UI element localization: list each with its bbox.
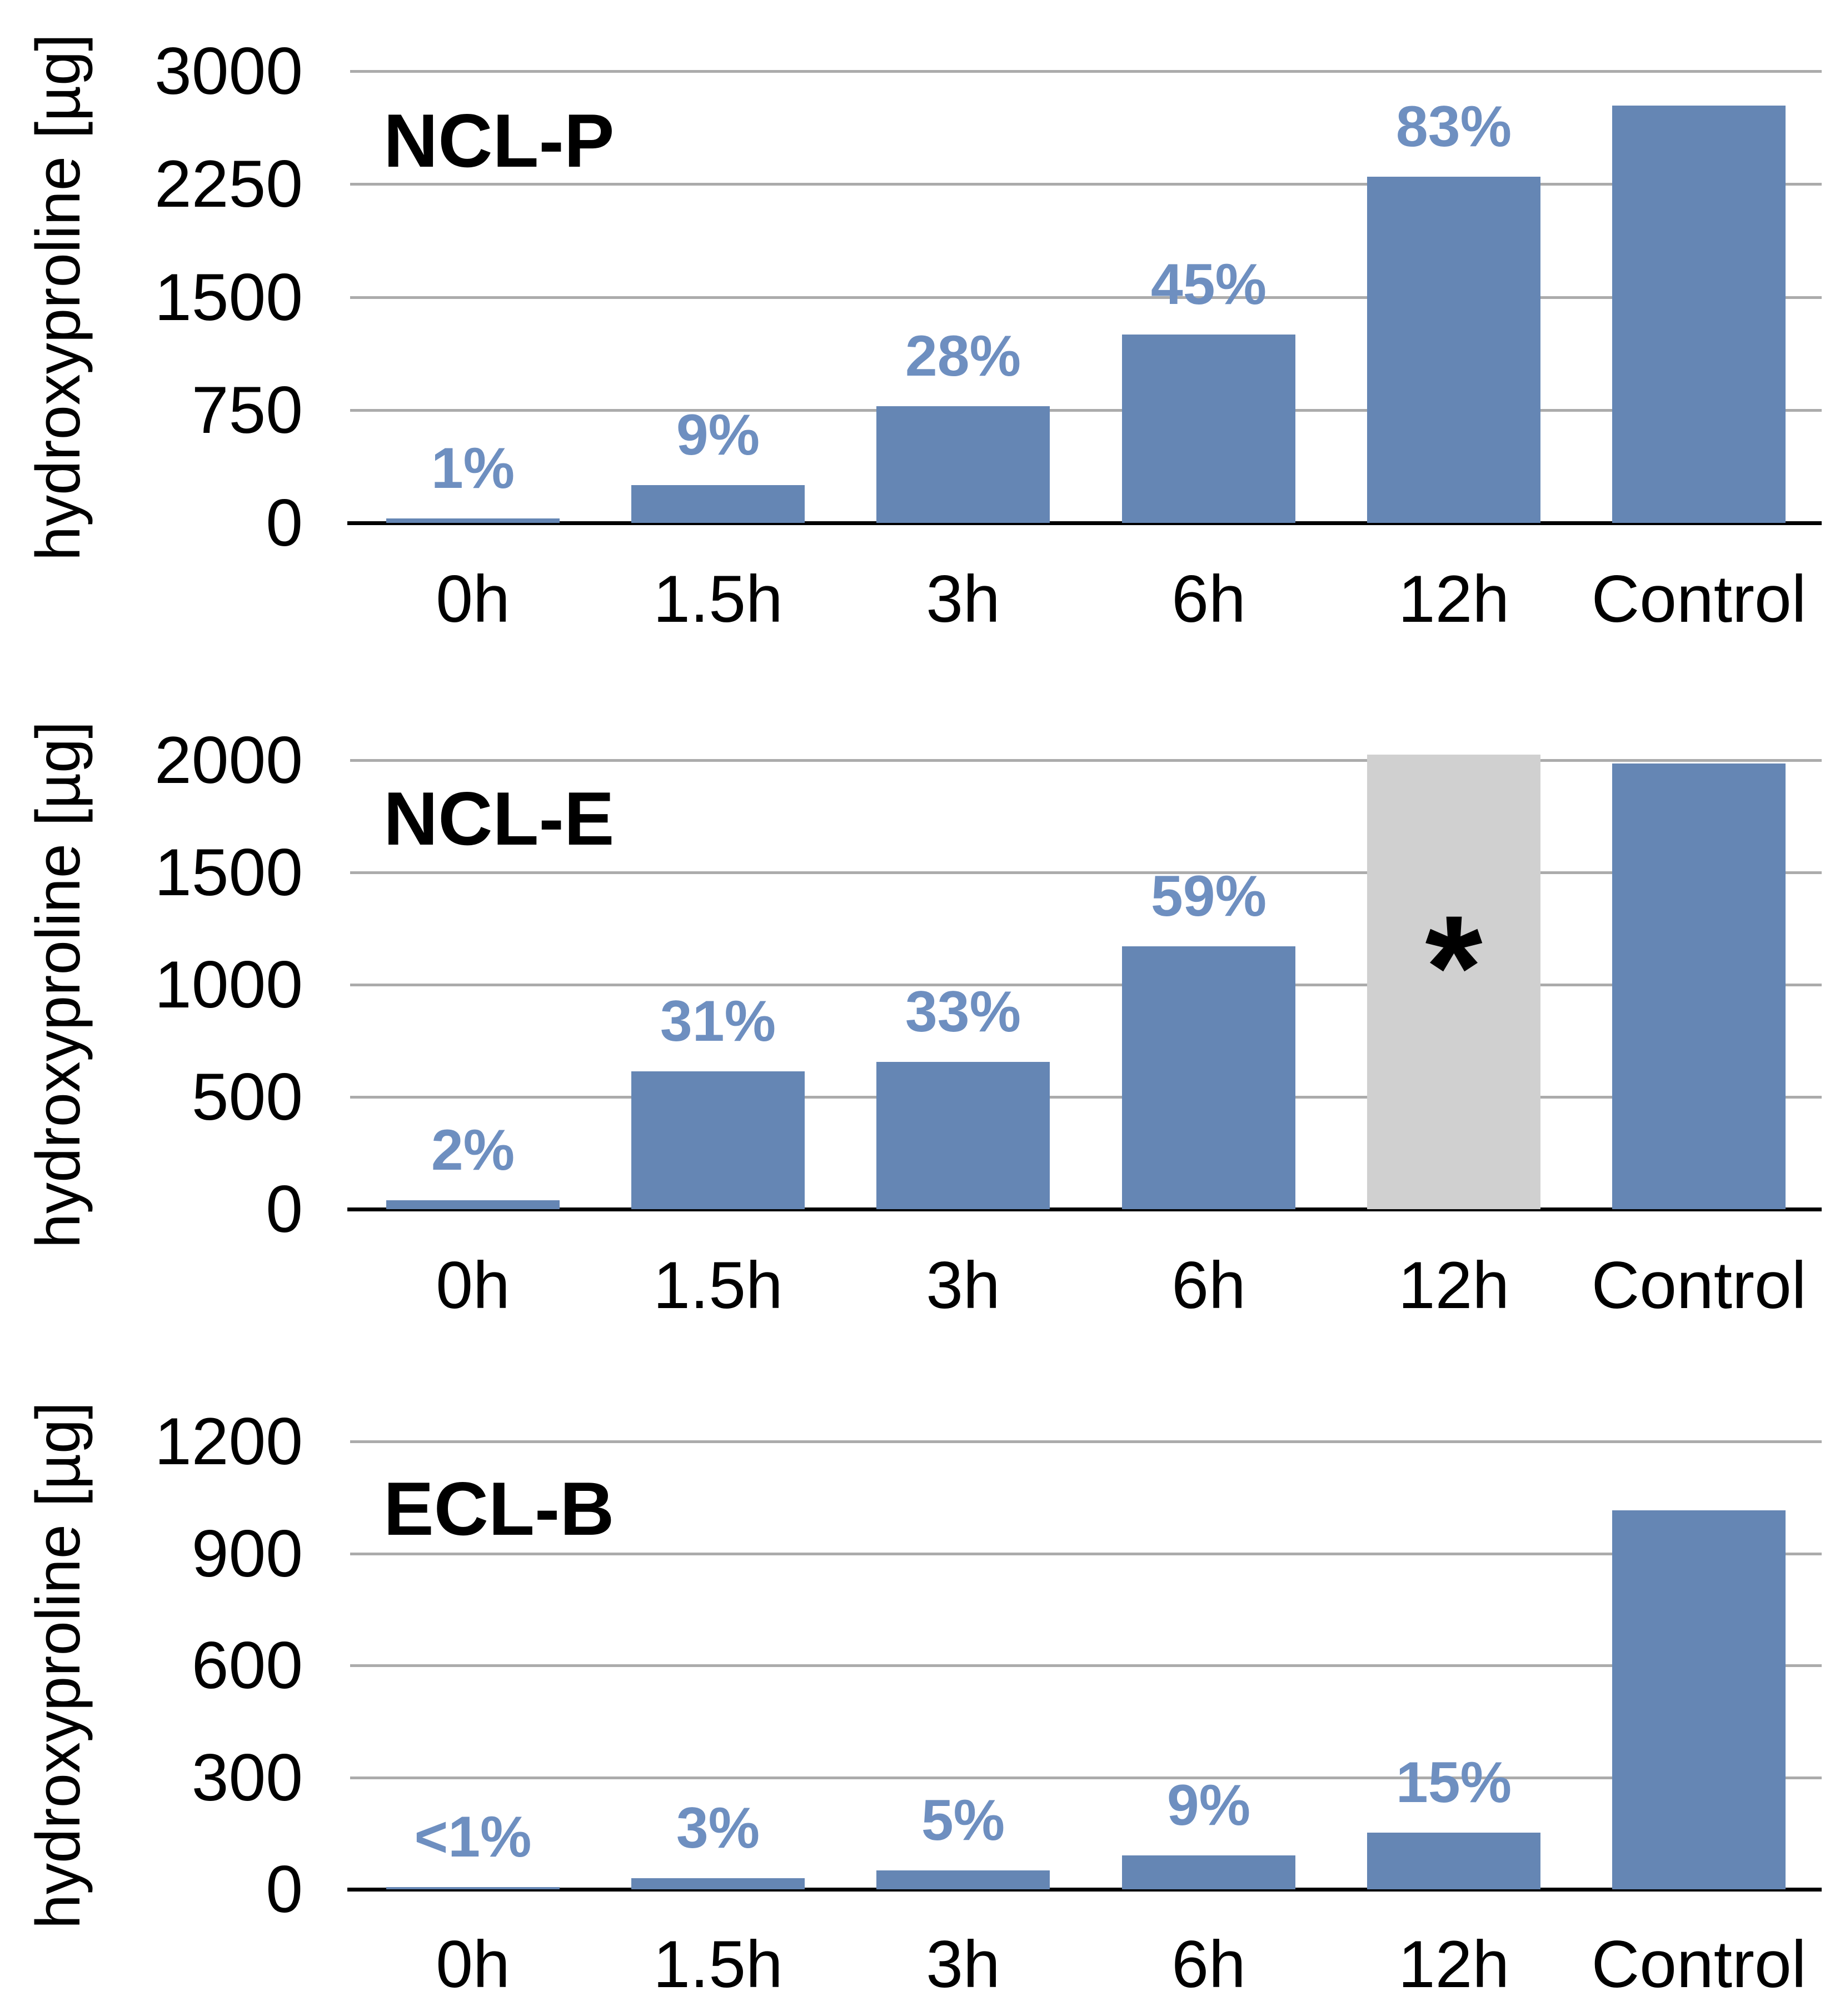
y-tick-label: 0 bbox=[266, 1852, 303, 1927]
gridline bbox=[350, 408, 1822, 412]
bar bbox=[1122, 1855, 1295, 1889]
bar-percentage-label: 83% bbox=[1395, 94, 1512, 159]
bar bbox=[1122, 946, 1295, 1209]
y-axis-label: hydroxyproline [µg] bbox=[23, 1401, 93, 1929]
x-tick-label: 12h bbox=[1398, 1248, 1510, 1323]
x-tick-label: 0h bbox=[436, 562, 510, 636]
chart-title: NCL-E bbox=[383, 776, 615, 861]
x-tick-label: Control bbox=[1591, 562, 1807, 636]
y-tick-label: 600 bbox=[191, 1628, 303, 1703]
x-tick-label: 6h bbox=[1171, 1248, 1246, 1323]
bar bbox=[631, 1878, 805, 1889]
bar bbox=[1122, 335, 1295, 523]
bar-percentage-label: 28% bbox=[905, 324, 1021, 388]
x-axis-line bbox=[347, 1207, 1822, 1211]
bar-percentage-label: 5% bbox=[921, 1788, 1005, 1853]
y-tick-label: 3000 bbox=[154, 34, 303, 108]
y-tick-label: 500 bbox=[191, 1060, 303, 1134]
bar-percentage-label: 1% bbox=[431, 436, 515, 501]
bar-percentage-label: 31% bbox=[660, 989, 776, 1054]
gridline bbox=[350, 1552, 1822, 1555]
y-tick-label: 1500 bbox=[154, 835, 303, 910]
gridline bbox=[350, 1440, 1822, 1443]
bar bbox=[1367, 755, 1540, 1209]
gridline bbox=[350, 296, 1822, 299]
bar-percentage-label: 33% bbox=[905, 980, 1021, 1044]
x-axis-line bbox=[347, 521, 1822, 525]
y-tick-label: 900 bbox=[191, 1516, 303, 1591]
y-tick-label: 0 bbox=[266, 1172, 303, 1246]
x-tick-label: 0h bbox=[436, 1927, 510, 2002]
bar bbox=[876, 406, 1050, 523]
significance-asterisk: * bbox=[1425, 885, 1483, 1050]
bar bbox=[1367, 177, 1540, 523]
bar bbox=[386, 1887, 560, 1889]
x-tick-label: 1.5h bbox=[653, 1248, 783, 1323]
gridline bbox=[350, 871, 1822, 874]
gridline bbox=[350, 1664, 1822, 1667]
x-tick-label: 1.5h bbox=[653, 1927, 783, 2002]
x-axis-line bbox=[347, 1888, 1822, 1892]
bar-percentage-label: 9% bbox=[1166, 1773, 1251, 1838]
x-tick-label: Control bbox=[1591, 1248, 1807, 1323]
bar bbox=[1612, 106, 1786, 523]
bar-percentage-label: 45% bbox=[1150, 252, 1267, 317]
gridline bbox=[350, 1096, 1822, 1099]
chart-title: NCL-P bbox=[383, 98, 615, 183]
y-tick-label: 2250 bbox=[154, 147, 303, 222]
x-tick-label: 12h bbox=[1398, 562, 1510, 636]
bar bbox=[631, 1071, 805, 1209]
bar-percentage-label: 3% bbox=[676, 1796, 760, 1860]
bar bbox=[1612, 764, 1786, 1209]
bar bbox=[876, 1062, 1050, 1209]
x-tick-label: 12h bbox=[1398, 1927, 1510, 2002]
x-tick-label: 1.5h bbox=[653, 562, 783, 636]
bar bbox=[386, 518, 560, 523]
x-tick-label: 3h bbox=[926, 1927, 1000, 2002]
x-tick-label: 6h bbox=[1171, 562, 1246, 636]
x-tick-label: 6h bbox=[1171, 1927, 1246, 2002]
y-tick-label: 300 bbox=[191, 1740, 303, 1815]
y-tick-label: 1200 bbox=[154, 1404, 303, 1479]
x-tick-label: 3h bbox=[926, 562, 1000, 636]
gridline bbox=[350, 183, 1822, 186]
chart-title: ECL-B bbox=[383, 1466, 615, 1551]
bar-percentage-label: 59% bbox=[1150, 864, 1267, 929]
bar bbox=[876, 1870, 1050, 1889]
bar-percentage-label: 2% bbox=[431, 1118, 515, 1182]
x-tick-label: 3h bbox=[926, 1248, 1000, 1323]
bar bbox=[1612, 1510, 1786, 1889]
y-tick-label: 1000 bbox=[154, 947, 303, 1022]
bar-percentage-label: 9% bbox=[676, 403, 760, 467]
x-tick-label: 0h bbox=[436, 1248, 510, 1323]
y-tick-label: 0 bbox=[266, 486, 303, 560]
y-tick-label: 1500 bbox=[154, 260, 303, 335]
y-tick-label: 750 bbox=[191, 372, 303, 447]
gridline bbox=[350, 984, 1822, 986]
gridline bbox=[350, 70, 1822, 73]
gridline bbox=[350, 759, 1822, 762]
bar-percentage-label: <1% bbox=[414, 1805, 532, 1869]
bar bbox=[386, 1200, 560, 1209]
bar-percentage-label: 15% bbox=[1395, 1750, 1512, 1815]
y-tick-label: 2000 bbox=[154, 723, 303, 797]
bar bbox=[1367, 1833, 1540, 1889]
x-tick-label: Control bbox=[1591, 1927, 1807, 2002]
bar bbox=[631, 485, 805, 523]
gridline bbox=[350, 1776, 1822, 1779]
